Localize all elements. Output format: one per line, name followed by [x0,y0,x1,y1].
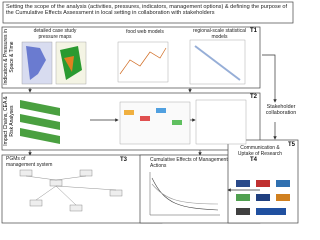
t3-box [1,154,163,224]
arrows [28,54,277,192]
t5-logos [236,180,290,215]
t1-tag: T1 [250,28,258,34]
t1-images [21,39,246,85]
t4-label: Cumulative Effects of Management Actions [150,157,228,169]
t3-images [19,169,123,212]
diagram [1,1,299,224]
t2-side: Impact Chains, CEA & Risk Analyses [3,96,15,146]
t5-label: Communication & Uptake of Research [237,145,283,157]
t4-tag: T4 [250,157,258,163]
t4-chart [149,172,220,216]
header-text: Setting the scope of the analysis (activ… [6,4,288,16]
t1-side: Indicators & Pressures in Space & Time [3,29,15,85]
stakeholder-label: Stakeholder collaboration [265,104,297,116]
t5-tag: T5 [288,142,296,148]
t1-label: food web models [126,29,164,35]
t3-tag: T3 [120,157,128,163]
t2-images [20,99,247,145]
t2-tag: T2 [250,94,258,100]
t1-label: regional-scale statistical models [192,28,247,40]
page: Setting the scope of the analysis (activ… [1,1,299,224]
t3-label: PGMs of management system [6,156,53,168]
header-box [2,1,294,24]
t1-label: detailed case study pressure maps [33,28,77,40]
